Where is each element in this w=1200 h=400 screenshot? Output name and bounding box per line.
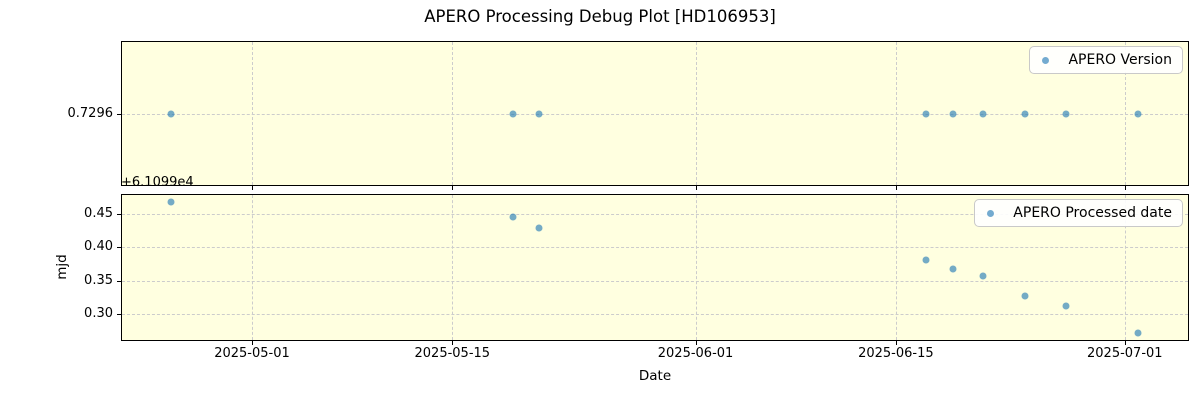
legend-apero-version: APERO Version [1029,46,1183,74]
axes-apero-processed-date: APERO Processed date 2025-05-01 2025-05-1… [84,194,1189,361]
x-axis-label: Date [638,368,672,384]
y-gridline [122,247,1188,249]
legend-label: APERO Processed date [1013,205,1172,221]
data-point [535,110,543,117]
data-point [1062,302,1070,310]
data-point [167,110,175,117]
data-point [922,110,930,117]
x-tick-mark [895,341,897,345]
y-tick-mark [117,280,121,282]
data-point [1021,292,1029,300]
x-gridline [251,195,253,340]
x-tick-label: 2025-05-15 [414,346,491,361]
y-tick-label: 0.35 [84,273,113,289]
data-point [535,224,543,232]
x-tick-mark [251,341,253,345]
x-tick-mark [1124,341,1126,345]
legend-apero-processed-date: APERO Processed date [974,199,1183,227]
y-tick-mark [117,113,121,115]
y-axis-offset-text: +6.1099e4 [121,175,194,190]
data-point [509,110,516,117]
data-point [1062,110,1070,117]
x-tick-mark [1124,186,1126,190]
y-tick-mark [117,314,121,316]
plot-title: APERO Processing Debug Plot [HD106953] [424,7,776,26]
legend-marker-icon [1042,56,1050,64]
data-point [979,272,987,280]
y-axis-label: mjd [54,254,70,280]
y-gridline [122,113,1188,115]
y-tick-label: 0.40 [84,239,113,255]
data-point [1134,110,1142,117]
y-gridline [122,213,1188,215]
x-tick-mark [695,341,697,345]
data-point [1021,110,1029,117]
data-point [949,110,957,117]
y-tick-mark [117,247,121,249]
y-gridline [122,280,1188,282]
x-gridline [1124,195,1126,340]
x-tick-mark [695,186,697,190]
data-point [922,256,930,264]
x-tick-label: 2025-05-01 [214,346,290,361]
x-tick-mark [895,186,897,190]
data-point [1134,329,1142,337]
data-point [167,198,175,206]
data-point [509,213,516,221]
data-point [979,110,987,117]
y-tick-mark [117,213,121,215]
y-tick-label: 0.7296 [67,105,114,121]
x-tick-label: 2025-06-15 [858,346,934,361]
x-tick-mark [452,186,454,190]
x-tick-mark [251,186,253,190]
data-point [949,265,957,273]
y-gridline [122,314,1188,316]
legend-marker-icon [987,209,995,217]
legend-label: APERO Version [1068,52,1172,68]
x-tick-mark [452,341,454,345]
x-gridline [895,195,897,340]
axes-apero-version: APERO Version 0.7296 [68,41,1189,190]
x-tick-label: 2025-06-01 [657,346,734,361]
y-tick-label: 0.30 [84,306,113,322]
x-tick-label: 2025-07-01 [1087,346,1163,361]
x-gridline [695,195,697,340]
x-gridline [452,195,454,340]
y-tick-label: 0.45 [84,205,113,221]
